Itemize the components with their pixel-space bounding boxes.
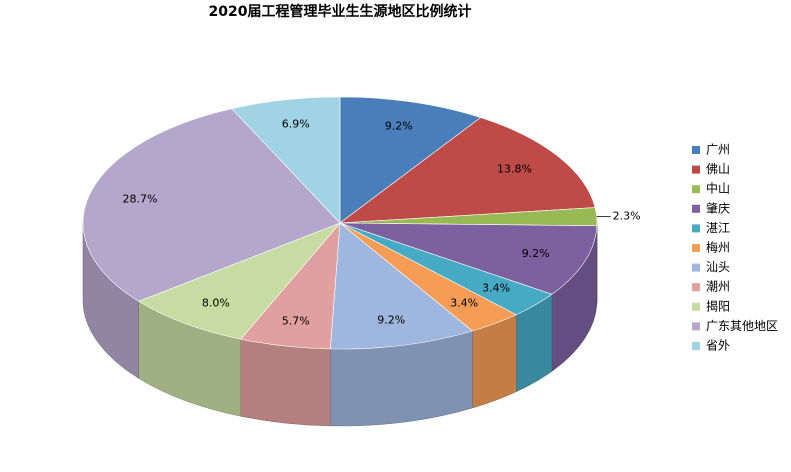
legend-text: 佛山 [706,162,730,176]
legend-text: 肇庆 [706,200,730,215]
legend-swatch [692,244,700,252]
legend-swatch [692,322,700,331]
data-label: 13.8% [497,163,532,176]
legend-text: 汕头 [706,260,730,274]
slice [329,222,474,350]
data-label: 3.4% [450,296,478,309]
slice-side [240,338,331,427]
data-label: 8.0% [202,296,230,309]
data-label: 6.9% [282,118,310,131]
slice [339,96,482,224]
legend-swatch [692,342,700,350]
legend-text: 揭阳 [706,298,730,313]
data-label: 2.3% [613,210,641,223]
legend-swatch [692,224,700,233]
data-label: 28.7% [122,193,157,206]
legend-text: 梅州 [706,240,730,255]
legend-swatch [692,185,700,194]
legend-swatch [692,302,700,311]
slice [231,96,341,224]
chart-title: 2020届工程管理毕业生生源地区比例统计 [209,3,472,20]
data-label: 9.2% [522,247,550,260]
legend-swatch [692,204,700,213]
legend-swatch [692,283,700,292]
data-label: 3.4% [482,282,510,295]
legend-text: 省外 [706,339,730,353]
slice [339,222,598,295]
data-label: 9.2% [385,119,413,132]
data-label: 9.2% [377,314,405,327]
slice [339,117,596,224]
legend-text: 潮州 [706,279,730,294]
legend-swatch [692,165,700,174]
legend-text: 广东其他地区 [706,319,778,333]
legend-text: 湛江 [706,221,730,235]
slice [137,222,341,340]
legend-text: 中山 [706,181,730,196]
legend-swatch [692,263,700,272]
data-label: 5.7% [282,314,310,327]
slice [82,108,341,302]
legend-swatch [692,146,700,154]
legend-text: 广州 [706,143,730,157]
